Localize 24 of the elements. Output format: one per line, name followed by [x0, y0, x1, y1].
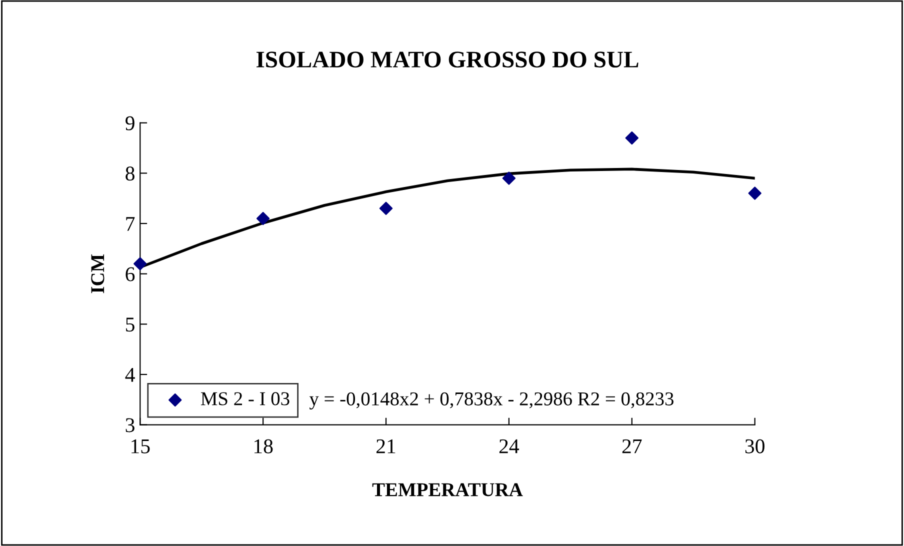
x-tick-label: 24 [499, 439, 520, 454]
x-tick-label: 15 [132, 439, 150, 454]
y-axis-title: ICM [91, 254, 104, 294]
chart-title: ISOLADO MATO GROSSO DO SUL [256, 52, 638, 68]
x-tick-label: 27 [622, 439, 642, 454]
y-tick-label: 5 [126, 318, 134, 332]
y-tick-label: 7 [126, 217, 135, 231]
point [502, 172, 516, 185]
annotation: y = -0,0148x2 + 0,7838x - 2,2986 R2 = 0,8233 [309, 392, 674, 410]
x-tick-label: 18 [254, 439, 273, 454]
point [748, 186, 762, 200]
x-axis-title: TEMPERATURA [372, 483, 523, 496]
point [625, 131, 638, 145]
y-tick-label: 9 [126, 116, 134, 130]
point [134, 257, 147, 270]
y-tick-label: 4 [125, 368, 135, 382]
x-tick-label: 21 [376, 439, 396, 454]
legend-label: MS 2 - I 03 [200, 392, 290, 406]
point [256, 212, 270, 226]
point [379, 202, 393, 215]
y-tick-label: 3 [126, 418, 134, 432]
y-tick-label: 6 [126, 267, 135, 282]
y-tick-label: 8 [126, 166, 134, 181]
x-tick-label: 30 [745, 439, 764, 454]
